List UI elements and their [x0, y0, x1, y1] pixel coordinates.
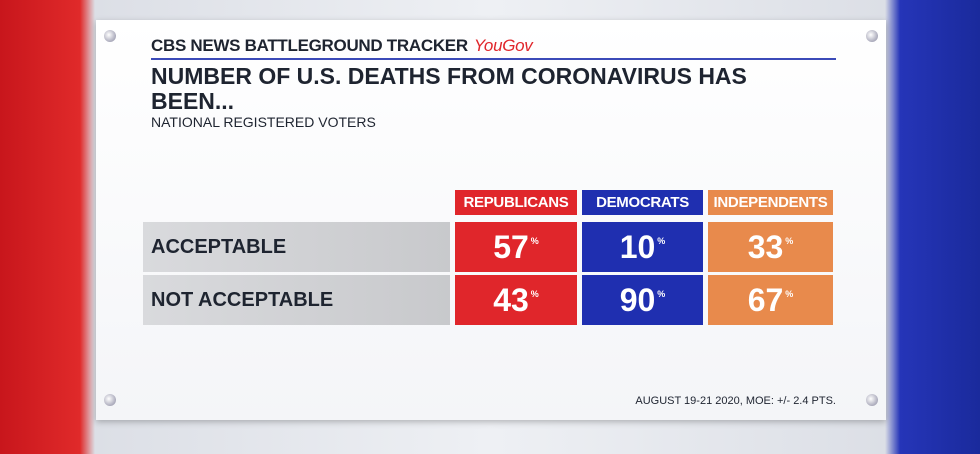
column-header: DEMOCRATS	[582, 190, 703, 215]
title: NUMBER OF U.S. DEATHS FROM CORONAVIRUS H…	[151, 63, 747, 114]
cell-value: 67	[747, 282, 784, 318]
row-bar: NOT ACCEPTABLE	[143, 275, 450, 325]
cell: 10%	[582, 222, 703, 272]
cell-unit: %	[657, 289, 666, 299]
cell-unit: %	[785, 236, 794, 246]
bolt	[104, 394, 116, 406]
cell-unit: %	[785, 289, 794, 299]
row-label: ACCEPTABLE	[151, 236, 287, 258]
bolt	[866, 30, 878, 42]
row-label: NOT ACCEPTABLE	[151, 289, 334, 311]
card: CBS NEWS BATTLEGROUND TRACKER YouGov NUMB…	[96, 20, 886, 420]
cell: 90%	[582, 275, 703, 325]
cell-value: 57	[493, 229, 529, 265]
bolt	[104, 30, 116, 42]
subtitle: NATIONAL REGISTERED VOTERS	[151, 114, 376, 130]
cell-unit: %	[530, 289, 539, 299]
column-header: REPUBLICANS	[455, 190, 577, 215]
header-rule	[151, 58, 836, 60]
cell: 33%	[708, 222, 833, 272]
cell-value: 10	[619, 229, 656, 265]
cell-value: 33	[747, 229, 784, 265]
row-bar: ACCEPTABLE	[143, 222, 450, 272]
cell-value: 43	[493, 282, 529, 318]
brand-name: CBS NEWS BATTLEGROUND TRACKER	[151, 36, 468, 55]
cell-unit: %	[530, 236, 539, 246]
cell: 57%	[455, 222, 577, 272]
cell-unit: %	[657, 236, 666, 246]
brand: CBS NEWS BATTLEGROUND TRACKER YouGov	[151, 36, 533, 56]
bolt	[866, 394, 878, 406]
footnote: AUGUST 19-21 2020, MOE: +/- 2.4 PTS.	[635, 395, 836, 407]
column-header: INDEPENDENTS	[708, 190, 833, 215]
cell: 43%	[455, 275, 577, 325]
partner: YouGov	[473, 36, 533, 55]
cell: 67%	[708, 275, 833, 325]
cell-value: 90	[619, 282, 656, 318]
